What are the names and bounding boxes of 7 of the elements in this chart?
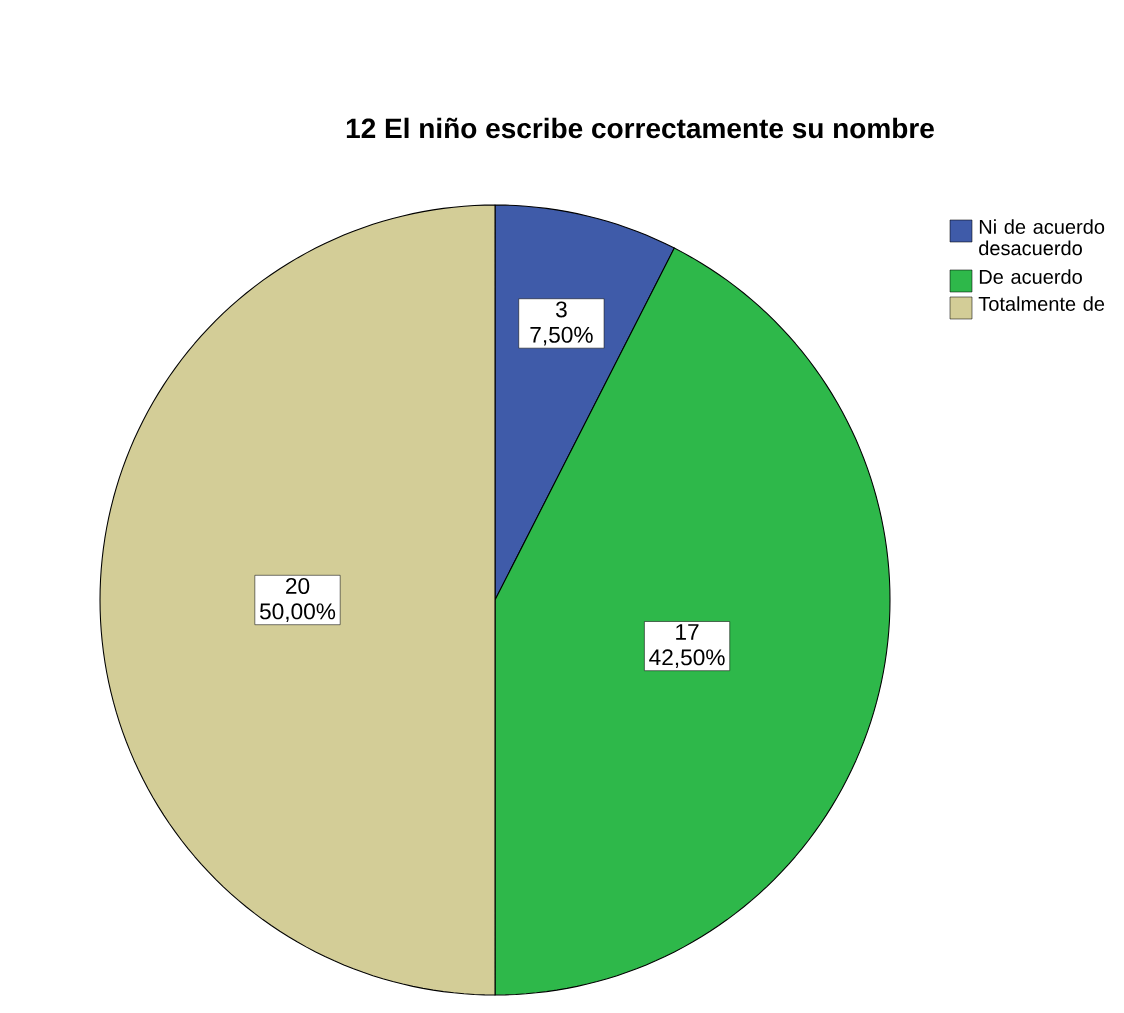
chart-title: 12 El niño escribe correctamente su nombre	[346, 117, 934, 139]
legend-label: Ni de acuerdo desacuerdo	[979, 219, 1105, 256]
legend-label: De acuerdo	[979, 269, 1082, 284]
data-label: 20 50,00%	[259, 577, 336, 623]
data-label: 17 42,50%	[649, 624, 725, 669]
data-label: 3 7,50%	[530, 301, 593, 346]
legend-label: Totalmente de	[978, 296, 1105, 311]
